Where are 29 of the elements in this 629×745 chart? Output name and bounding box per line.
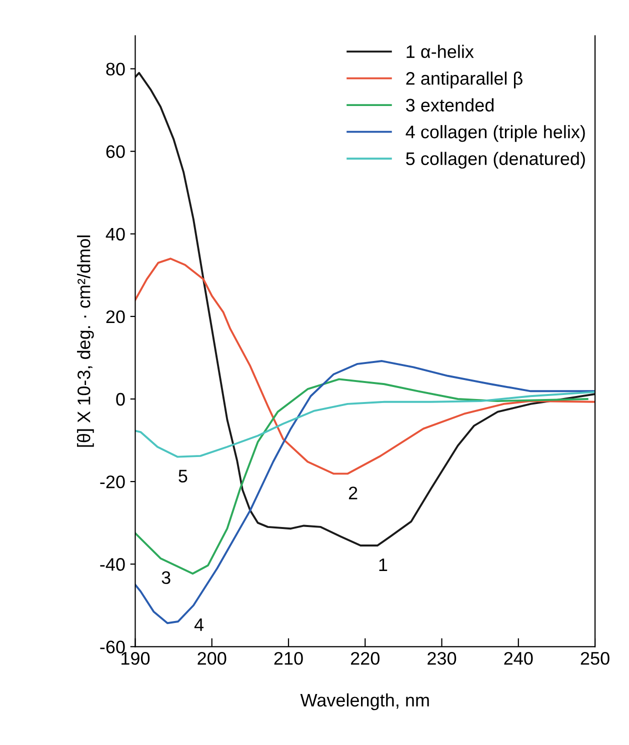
x-tick-label: 230 [428,652,456,665]
y-tick-label: 60 [106,145,125,158]
annotation: 4 [194,618,204,631]
y-tick-label: -60 [100,640,125,654]
y-tick-label: -40 [100,558,125,571]
x-tick-label: 240 [504,652,533,665]
x-axis-title: Wavelength, nm [300,693,429,710]
y-tick-label: 0 [116,392,125,406]
annotation: 5 [178,470,188,482]
annotation: 1 [379,558,388,572]
x-tick-label: 220 [350,652,380,665]
y-tick-label: 40 [106,228,125,241]
x-tick-label: 210 [274,652,303,665]
legend-label: 3 extended [406,98,494,112]
line-series [135,391,596,458]
y-axis-title: [θ] X 10-3, deg. · cm²/dmol [77,236,94,447]
annotation: 2 [348,486,358,500]
legend-label: 5 collagen (denatured) [406,152,585,169]
x-tick-label: 190 [122,652,150,665]
legend-label: 4 collagen (triple helix) [406,125,585,142]
legend-label: 1 α-helix [406,44,474,58]
line-series [135,72,596,547]
y-tick-label: -20 [100,475,125,488]
x-tick-label: 200 [198,652,226,665]
y-tick-label: 80 [106,62,125,76]
annotation: 3 [162,571,170,584]
y-tick-label: 20 [106,310,125,324]
legend-label: 2 antiparallel β [406,72,522,88]
x-tick-label: 250 [580,652,610,665]
